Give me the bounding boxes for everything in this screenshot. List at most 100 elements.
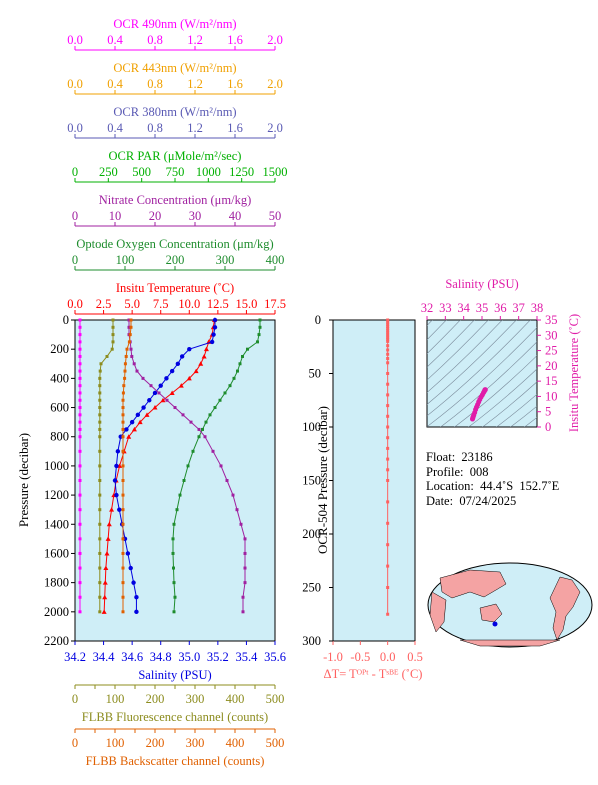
ocr490-point <box>78 464 82 468</box>
dt-point <box>386 335 390 339</box>
ocr490-point <box>78 413 82 417</box>
backscatter-point <box>121 566 125 570</box>
temperature-point <box>193 368 199 374</box>
salinity-tick-label: 34.8 <box>150 650 172 664</box>
backscatter-axis-label: FLBB Backscatter channel (counts) <box>86 754 265 768</box>
ocr490-tick-label: 0.4 <box>107 33 123 47</box>
dt-point <box>386 324 390 328</box>
ocr380-axis-label: OCR 380nm (W/m²/nm) <box>113 105 236 119</box>
temperature-point <box>101 609 107 614</box>
salinity-tick-label: 34.6 <box>121 650 143 664</box>
pressure-tick-label: 1600 <box>44 546 69 560</box>
backscatter-point <box>121 551 125 555</box>
dt-point <box>386 414 390 418</box>
pressure-tick-label: 2000 <box>44 605 69 619</box>
oxygen-point <box>197 435 201 439</box>
dt-point <box>386 320 390 324</box>
nitrate-point <box>181 413 185 417</box>
dt-point <box>386 372 390 375</box>
fluor-point <box>98 391 102 395</box>
nitrate-point <box>132 362 136 366</box>
pressure-tick-label: 1000 <box>44 459 69 473</box>
ocr490-point <box>78 427 82 431</box>
backscatter-point <box>121 398 125 402</box>
salinity-point <box>164 376 169 381</box>
backscatter-point <box>121 493 125 497</box>
dt-point <box>386 425 390 429</box>
dt-point <box>386 357 390 361</box>
fluor-point <box>111 333 115 337</box>
fluor-point <box>98 413 102 417</box>
ocr-pressure-axis-label: OCR-504 Pressure (decibar) <box>315 406 330 554</box>
salinity-point <box>147 398 152 403</box>
backscatter-point <box>121 610 125 614</box>
fluor-point <box>98 522 102 526</box>
ocr490-point <box>78 551 82 555</box>
backscatter-point <box>121 420 125 424</box>
ocr490-point <box>78 347 82 351</box>
ocr490-point <box>78 522 82 526</box>
pressure-tick-label: 1400 <box>44 517 69 531</box>
fluor-point <box>98 427 102 431</box>
salinity-tick-label: 34.4 <box>93 650 116 664</box>
oxygen-point <box>258 318 262 322</box>
fluor-point <box>99 362 103 366</box>
oxygen-point <box>171 551 175 555</box>
nitrate-point <box>211 449 215 453</box>
fluor-point <box>111 340 115 344</box>
nitrate-tick-label: 10 <box>109 209 122 223</box>
temperature-point <box>160 397 166 403</box>
ts-temperature-axis-label: Insitu Temperature (˚C) <box>567 314 581 432</box>
dt-point <box>386 468 390 472</box>
pressure-tick-label: 2200 <box>44 634 69 648</box>
fluor-point <box>98 449 102 453</box>
dt-point <box>386 479 390 482</box>
nitrate-tick-label: 0 <box>72 209 78 223</box>
ocr490-point <box>78 406 82 410</box>
salinity-point <box>112 478 118 483</box>
pressure-axis-label: Pressure (decibar) <box>16 433 31 527</box>
dt-point <box>386 382 390 386</box>
backscatter-tick-label: 0 <box>72 736 78 750</box>
profile-number: Profile: 008 <box>426 464 489 479</box>
oxygen-tick-label: 200 <box>166 253 185 267</box>
backscatter-point <box>129 325 133 329</box>
temperature-tick-label: 15.0 <box>235 297 257 311</box>
temperature-point <box>203 346 209 352</box>
salinity-point <box>124 427 129 432</box>
par-tick-label: 1000 <box>196 165 221 179</box>
dt-point <box>386 446 390 450</box>
map-landmass-africa <box>429 591 447 633</box>
oxygen-point <box>236 369 239 373</box>
salinity-point <box>175 361 181 366</box>
pressure-tick-label: 1800 <box>44 576 69 590</box>
map-landmass-americas <box>549 576 581 641</box>
nitrate-point <box>157 391 161 395</box>
salinity-tick-label: 35.4 <box>235 650 258 664</box>
ocr380-tick-label: 2.0 <box>267 121 283 135</box>
nitrate-point <box>127 325 131 329</box>
backscatter-tick-label: 400 <box>226 736 245 750</box>
nitrate-point <box>231 493 235 497</box>
dt-point <box>386 564 390 568</box>
temperature-point <box>104 550 110 556</box>
temperature-point <box>201 353 207 359</box>
ocr380-tick-label: 0.0 <box>67 121 83 135</box>
salinity-tick-label: 35.0 <box>178 650 200 664</box>
ocr490-point <box>78 325 82 329</box>
oxygen-point <box>175 508 179 512</box>
ts-salinity-tick-label: 32 <box>421 301 434 315</box>
ocr380-tick-label: 1.2 <box>187 121 203 135</box>
dt-point <box>386 318 390 322</box>
oxygen-point <box>213 406 217 410</box>
ocr-pressure-tick-label: 50 <box>309 367 322 381</box>
float-info-panel: Float: 23186 Profile: 008 Location: 44.4… <box>426 450 559 508</box>
oxygen-point <box>241 354 244 358</box>
nitrate-point <box>203 435 207 439</box>
temperature-tick-label: 12.5 <box>207 297 229 311</box>
ocr380-tick-label: 0.4 <box>107 121 123 135</box>
backscatter-point <box>121 435 125 439</box>
temperature-tick-label: 10.0 <box>178 297 200 311</box>
ocr490-point <box>78 537 82 541</box>
ocr443-axis-label: OCR 443nm (W/m²/nm) <box>113 61 236 75</box>
